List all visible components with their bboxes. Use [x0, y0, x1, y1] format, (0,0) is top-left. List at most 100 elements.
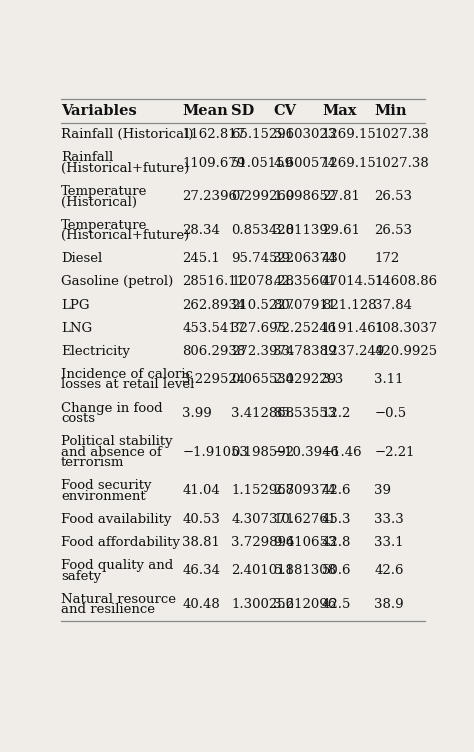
Text: 327.695: 327.695 — [231, 322, 286, 335]
Text: 1027.38: 1027.38 — [374, 129, 429, 141]
Text: 1269.15: 1269.15 — [322, 129, 377, 141]
Text: 33.3: 33.3 — [374, 513, 404, 526]
Text: 272.3974: 272.3974 — [231, 345, 294, 358]
Text: Incidence of caloric: Incidence of caloric — [61, 368, 193, 381]
Text: 12.2: 12.2 — [322, 407, 351, 420]
Text: 42.8: 42.8 — [322, 536, 351, 549]
Text: Food availability: Food availability — [61, 513, 172, 526]
Text: Change in food: Change in food — [61, 402, 163, 414]
Text: 0.299269: 0.299269 — [231, 190, 294, 203]
Text: 1237.249: 1237.249 — [322, 345, 385, 358]
Text: 37.84: 37.84 — [374, 299, 412, 311]
Text: 2.401018: 2.401018 — [231, 564, 294, 578]
Text: 12078.28: 12078.28 — [231, 275, 294, 289]
Text: 26.53: 26.53 — [374, 224, 412, 237]
Text: Gasoline (petrol): Gasoline (petrol) — [61, 275, 173, 289]
Text: 1.152967: 1.152967 — [231, 484, 294, 497]
Text: 28.34: 28.34 — [182, 224, 220, 237]
Text: and absence of: and absence of — [61, 446, 162, 459]
Text: Rainfall: Rainfall — [61, 151, 113, 165]
Text: 0.065534: 0.065534 — [231, 373, 294, 387]
Text: Max: Max — [322, 104, 356, 118]
Text: terrorism: terrorism — [61, 456, 125, 469]
Text: 29.61: 29.61 — [322, 224, 360, 237]
Text: and resilience: and resilience — [61, 603, 155, 616]
Text: 40.48: 40.48 — [182, 598, 220, 611]
Text: LPG: LPG — [61, 299, 90, 311]
Text: −1.46: −1.46 — [322, 446, 363, 459]
Text: 14608.86: 14608.86 — [374, 275, 438, 289]
Text: −10.3946: −10.3946 — [273, 446, 339, 459]
Text: 45.3: 45.3 — [322, 513, 351, 526]
Text: 65.15291: 65.15291 — [231, 129, 294, 141]
Text: 38.81: 38.81 — [182, 536, 220, 549]
Text: 3.3: 3.3 — [322, 373, 343, 387]
Text: 1.300256: 1.300256 — [231, 598, 294, 611]
Text: 1027.38: 1027.38 — [374, 156, 429, 170]
Text: 42.35601: 42.35601 — [273, 275, 337, 289]
Text: 420.9925: 420.9925 — [374, 345, 438, 358]
Text: 430: 430 — [322, 252, 347, 265]
Text: Mean: Mean — [182, 104, 228, 118]
Text: 9.610653: 9.610653 — [273, 536, 337, 549]
Text: Diesel: Diesel — [61, 252, 102, 265]
Text: 42.6: 42.6 — [322, 484, 351, 497]
Text: 1269.15: 1269.15 — [322, 156, 377, 170]
Text: 1109.679: 1109.679 — [182, 156, 246, 170]
Text: (Historical+future): (Historical+future) — [61, 229, 189, 242]
Text: CV: CV — [273, 104, 296, 118]
Text: 1162.817: 1162.817 — [182, 129, 246, 141]
Text: 3.412868: 3.412868 — [231, 407, 294, 420]
Text: 0.198592: 0.198592 — [231, 446, 294, 459]
Text: 1191.461: 1191.461 — [322, 322, 385, 335]
Text: 33.78389: 33.78389 — [273, 345, 337, 358]
Text: 4.600574: 4.600574 — [273, 156, 337, 170]
Text: 80.07911: 80.07911 — [273, 299, 337, 311]
Text: Natural resource: Natural resource — [61, 593, 176, 605]
Text: 821.128: 821.128 — [322, 299, 376, 311]
Text: 39: 39 — [374, 484, 392, 497]
Text: SD: SD — [231, 104, 255, 118]
Text: 85.53553: 85.53553 — [273, 407, 337, 420]
Text: 172: 172 — [374, 252, 400, 265]
Text: −0.5: −0.5 — [374, 407, 407, 420]
Text: Temperature: Temperature — [61, 219, 147, 232]
Text: 41.04: 41.04 — [182, 484, 220, 497]
Text: (Historical): (Historical) — [61, 196, 137, 208]
Text: Food affordability: Food affordability — [61, 536, 180, 549]
Text: 42.6: 42.6 — [374, 564, 404, 578]
Text: Variables: Variables — [61, 104, 137, 118]
Text: 806.2938: 806.2938 — [182, 345, 246, 358]
Text: 3.729894: 3.729894 — [231, 536, 294, 549]
Text: 3.11: 3.11 — [374, 373, 404, 387]
Text: 2.809374: 2.809374 — [273, 484, 337, 497]
Text: 3.212096: 3.212096 — [273, 598, 337, 611]
Text: 4.307371: 4.307371 — [231, 513, 294, 526]
Text: 10.62761: 10.62761 — [273, 513, 337, 526]
Text: 47014.51: 47014.51 — [322, 275, 385, 289]
Text: 28516.11: 28516.11 — [182, 275, 246, 289]
Text: Rainfall (Historical): Rainfall (Historical) — [61, 129, 193, 141]
Text: Food quality and: Food quality and — [61, 559, 173, 572]
Text: −2.21: −2.21 — [374, 446, 415, 459]
Text: Political stability: Political stability — [61, 435, 173, 448]
Text: −1.91053: −1.91053 — [182, 446, 248, 459]
Text: Electricity: Electricity — [61, 345, 130, 358]
Text: 3.01139: 3.01139 — [273, 224, 328, 237]
Text: 42.5: 42.5 — [322, 598, 351, 611]
Text: Food security: Food security — [61, 479, 152, 493]
Text: 262.8934: 262.8934 — [182, 299, 246, 311]
Text: losses at retail level: losses at retail level — [61, 378, 194, 392]
Text: 3.229524: 3.229524 — [182, 373, 246, 387]
Text: (Historical+future): (Historical+future) — [61, 162, 189, 175]
Text: 50.6: 50.6 — [322, 564, 351, 578]
Text: 210.5227: 210.5227 — [231, 299, 294, 311]
Text: 453.5417: 453.5417 — [182, 322, 246, 335]
Text: 38.9: 38.9 — [374, 598, 404, 611]
Text: 2.029229: 2.029229 — [273, 373, 337, 387]
Text: 108.3037: 108.3037 — [374, 322, 438, 335]
Text: 39.06374: 39.06374 — [273, 252, 337, 265]
Text: 95.74522: 95.74522 — [231, 252, 294, 265]
Text: LNG: LNG — [61, 322, 92, 335]
Text: 27.81: 27.81 — [322, 190, 360, 203]
